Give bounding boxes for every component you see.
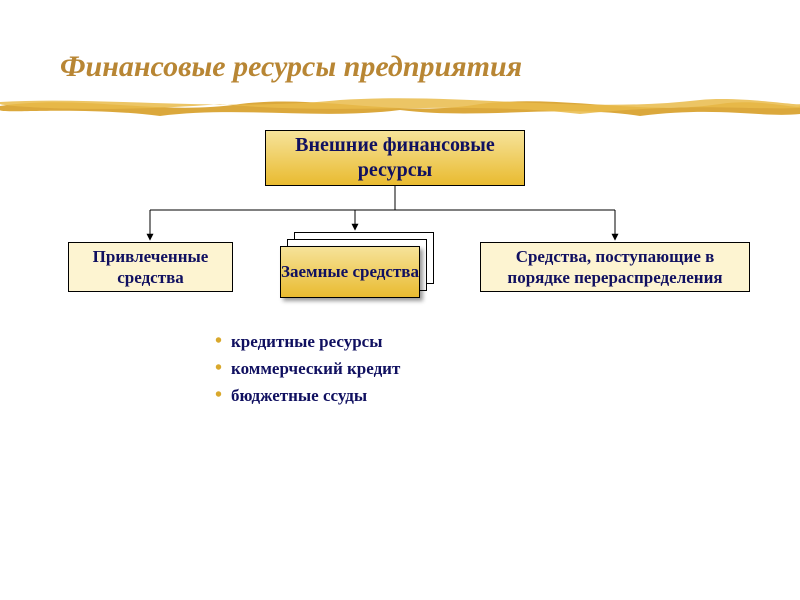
bullet-item: коммерческий кредит xyxy=(215,355,400,382)
bullet-item: бюджетные ссуды xyxy=(215,382,400,409)
connectors xyxy=(0,0,800,600)
node-root: Внешние финансовые ресурсы xyxy=(265,130,525,186)
brush-underline xyxy=(0,92,800,120)
node-child-attracted: Привлеченные средства xyxy=(68,242,233,292)
node-child-borrowed: Заемные средства xyxy=(280,246,420,298)
node-child-borrowed-stack: Заемные средства xyxy=(280,232,430,292)
node-child-redistribution: Средства, поступающие в порядке перерасп… xyxy=(480,242,750,292)
slide-title: Финансовые ресурсы предприятия xyxy=(60,50,522,84)
bullet-item: кредитные ресурсы xyxy=(215,328,400,355)
bullet-list: кредитные ресурсы коммерческий кредит бю… xyxy=(215,328,400,410)
